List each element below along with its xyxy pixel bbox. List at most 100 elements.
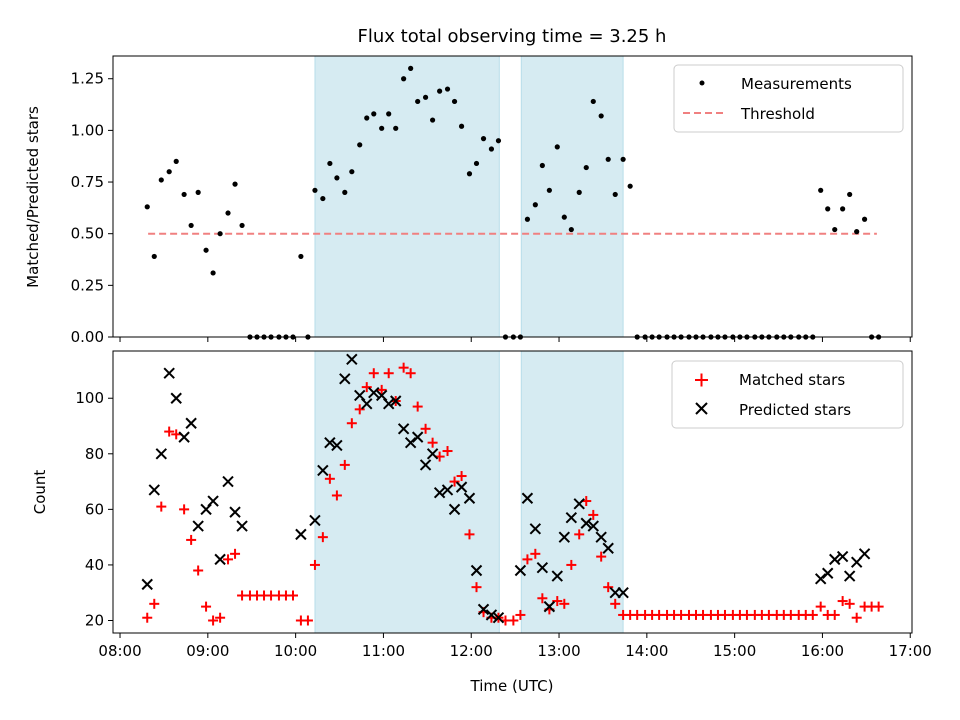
measurement-point bbox=[298, 253, 304, 260]
predicted-star-point bbox=[163, 367, 175, 379]
matched-star-point bbox=[354, 404, 365, 415]
matched-star-point bbox=[383, 368, 394, 379]
x-tick-label: 12:00 bbox=[450, 642, 493, 660]
matched-star-point bbox=[873, 601, 884, 612]
measurement-point bbox=[480, 136, 487, 142]
predicted-star-point bbox=[602, 542, 614, 554]
measurement-point bbox=[430, 117, 436, 123]
count-y-axis-label: Count bbox=[31, 470, 49, 515]
matched-star-point bbox=[837, 596, 848, 607]
measurement-point bbox=[458, 123, 465, 129]
predicted-star-point bbox=[843, 570, 856, 582]
matched-star-point bbox=[603, 582, 614, 593]
predicted-legend-label: Predicted stars bbox=[739, 401, 851, 419]
measurement-point bbox=[393, 125, 399, 131]
predicted-star-point bbox=[155, 448, 167, 460]
predicted-star-point bbox=[543, 600, 556, 613]
measurement-point bbox=[210, 270, 216, 276]
matched-star-point bbox=[807, 609, 818, 620]
measurement-point bbox=[173, 158, 179, 164]
ratio-y-axis-label: Matched/Predicted stars bbox=[24, 106, 42, 288]
measurement-point bbox=[598, 113, 604, 119]
ratio-legend-box bbox=[673, 64, 904, 133]
matched-star-point bbox=[309, 559, 320, 570]
predicted-star-point bbox=[411, 431, 424, 443]
predicted-star-point bbox=[514, 564, 527, 577]
measurement-point bbox=[217, 231, 223, 237]
matched-star-point bbox=[223, 554, 234, 565]
observing-window-span bbox=[520, 350, 624, 634]
predicted-star-point bbox=[368, 386, 380, 399]
y-tick-label: 20 bbox=[85, 611, 104, 629]
measurement-point bbox=[444, 86, 451, 92]
matched-star-point bbox=[339, 459, 350, 470]
predicted-star-point bbox=[178, 431, 190, 443]
predicted-star-point bbox=[441, 484, 454, 496]
matched-star-point bbox=[844, 598, 855, 609]
matched-stars-series bbox=[142, 362, 884, 626]
y-tick-label: 0.50 bbox=[71, 225, 104, 243]
predicted-star-point bbox=[558, 531, 571, 543]
matched-star-point bbox=[287, 590, 298, 601]
predicted-star-point bbox=[236, 520, 248, 532]
predicted-star-point bbox=[551, 570, 563, 582]
predicted-star-point bbox=[346, 353, 358, 366]
predicted-star-point bbox=[580, 517, 592, 529]
measurement-point bbox=[166, 169, 172, 175]
matched-star-point bbox=[346, 418, 357, 429]
matched-star-point bbox=[471, 582, 482, 593]
y-tick-label: 1.25 bbox=[71, 70, 104, 88]
y-tick-label: 0.75 bbox=[71, 173, 104, 191]
measurement-point bbox=[408, 65, 414, 71]
observing-window-span bbox=[314, 350, 500, 634]
predicted-star-point bbox=[485, 609, 498, 621]
matched-star-point bbox=[552, 596, 563, 607]
measurement-point bbox=[239, 222, 245, 229]
matched-star-point bbox=[149, 598, 160, 609]
predicted-star-point bbox=[822, 567, 834, 579]
matched-star-point bbox=[530, 548, 541, 559]
chart-title: Flux total observing time = 3.25 h bbox=[358, 26, 667, 47]
observing-window-span bbox=[520, 55, 624, 338]
matched-star-point bbox=[566, 559, 577, 570]
matched-star-point bbox=[829, 609, 840, 620]
matched-star-point bbox=[515, 609, 526, 620]
measurements-legend-label: Measurements bbox=[741, 75, 852, 93]
ratio-legend: Measurements Threshold bbox=[673, 64, 904, 133]
predicted-star-point bbox=[148, 484, 160, 496]
matched-star-point bbox=[815, 601, 826, 612]
measurement-point bbox=[554, 144, 560, 150]
predicted-star-point bbox=[222, 475, 234, 488]
matched-star-point bbox=[427, 437, 438, 448]
predicted-star-point bbox=[836, 550, 849, 563]
y-tick-label: 80 bbox=[85, 445, 104, 463]
measurement-point bbox=[401, 76, 407, 82]
matched-star-point bbox=[588, 509, 599, 520]
measurement-point bbox=[825, 206, 831, 212]
matched-star-point bbox=[186, 534, 197, 545]
y-tick-label: 40 bbox=[85, 556, 104, 574]
measurement-point bbox=[620, 156, 626, 162]
matched-star-point bbox=[405, 368, 416, 379]
matched-star-point bbox=[208, 615, 219, 626]
measurement-point bbox=[225, 210, 231, 216]
matched-star-point bbox=[508, 615, 519, 626]
measurement-point bbox=[151, 253, 157, 260]
predicted-star-point bbox=[573, 498, 585, 510]
matched-star-point bbox=[456, 471, 467, 482]
y-tick-label: 60 bbox=[85, 500, 104, 518]
predicted-star-point bbox=[309, 514, 321, 527]
predicted-star-point bbox=[361, 398, 373, 410]
measurement-point bbox=[349, 169, 355, 175]
measurement-point bbox=[320, 195, 326, 202]
predicted-star-point bbox=[324, 436, 336, 449]
matched-star-point bbox=[412, 401, 423, 412]
y-tick-label: 100 bbox=[75, 389, 104, 407]
measurement-point bbox=[327, 160, 333, 167]
predicted-star-point bbox=[214, 553, 226, 566]
predicted-star-point bbox=[521, 492, 534, 504]
matched-star-point bbox=[368, 368, 379, 379]
x-tick-label: 09:00 bbox=[186, 642, 229, 660]
predicted-star-point bbox=[463, 492, 476, 504]
predicted-star-point bbox=[470, 564, 483, 577]
